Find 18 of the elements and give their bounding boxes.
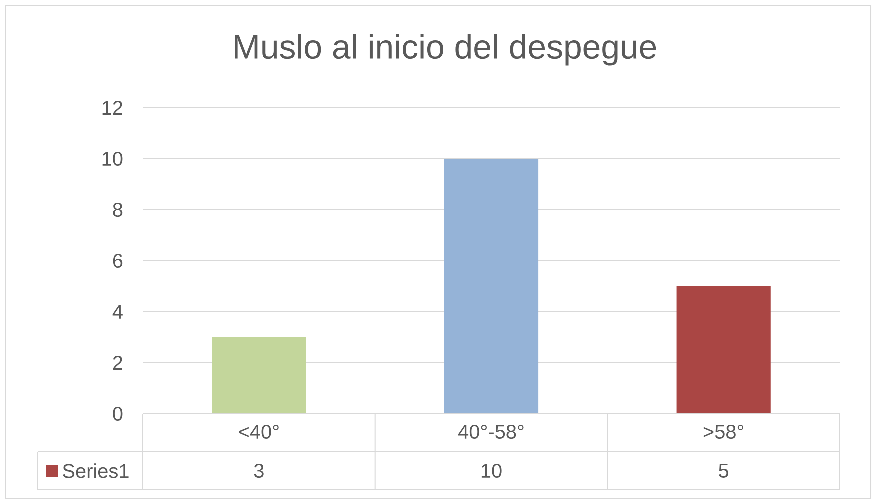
bar — [444, 158, 539, 414]
y-tick-label: 10 — [102, 152, 123, 166]
y-tick-label: 2 — [113, 356, 122, 370]
data-label: 5 — [719, 464, 729, 478]
y-tick-label: 0 — [113, 406, 123, 422]
y-tick-label: 8 — [113, 202, 123, 218]
y-tick-label: 4 — [112, 305, 123, 319]
bar — [676, 286, 771, 414]
legend-label: Series1 — [63, 464, 129, 478]
chart-title: Muslo al inicio del despegue — [235, 34, 656, 66]
x-tick-label: >58° — [704, 424, 744, 440]
y-tick-label: 12 — [102, 101, 122, 115]
data-label: 3 — [254, 464, 264, 478]
data-label: 10 — [482, 464, 502, 478]
x-tick-label: <40° — [239, 424, 279, 440]
y-tick-label: 6 — [113, 254, 123, 268]
bar — [212, 338, 306, 414]
x-tick-label: 40°-58° — [458, 424, 524, 440]
